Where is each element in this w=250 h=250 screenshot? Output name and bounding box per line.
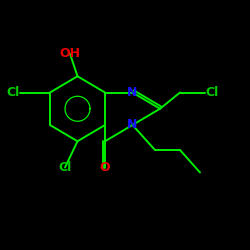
Text: Cl: Cl [58,161,72,174]
Text: O: O [100,161,110,174]
Text: Cl: Cl [205,86,218,99]
Text: N: N [127,118,138,132]
Text: OH: OH [60,47,80,60]
Text: N: N [127,86,138,99]
Text: Cl: Cl [7,86,20,99]
